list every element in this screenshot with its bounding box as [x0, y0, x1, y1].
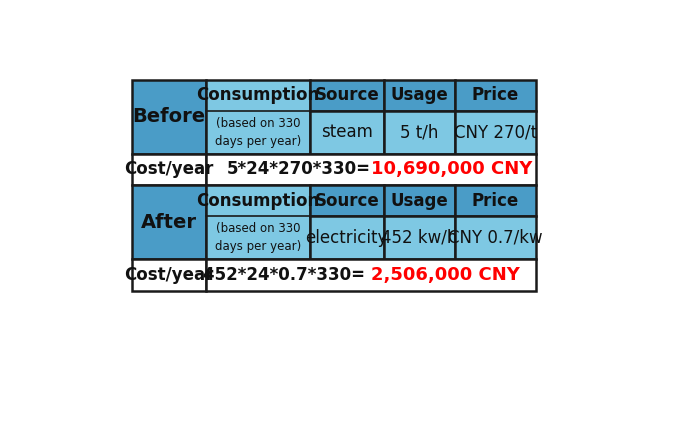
Text: Price: Price: [472, 192, 519, 210]
Text: 452*24*0.7*330=: 452*24*0.7*330=: [203, 266, 371, 284]
Text: 10,690,000 CNY: 10,690,000 CNY: [371, 161, 532, 179]
Text: Source: Source: [314, 192, 379, 210]
Text: Cost/year: Cost/year: [124, 161, 214, 179]
Text: Consumption: Consumption: [197, 86, 320, 104]
Text: CNY 270/t: CNY 270/t: [454, 123, 537, 141]
Text: Source: Source: [314, 86, 379, 104]
Text: Price: Price: [472, 86, 519, 104]
Bar: [133, 186, 206, 259]
Bar: [206, 259, 536, 291]
Bar: [310, 186, 384, 216]
Bar: [206, 80, 310, 154]
Bar: [310, 111, 384, 154]
Text: electricity: electricity: [305, 229, 388, 247]
Bar: [384, 186, 455, 216]
Text: Usage: Usage: [390, 192, 448, 210]
Bar: [310, 80, 384, 111]
Bar: [384, 111, 455, 154]
Text: CNY 0.7/kw: CNY 0.7/kw: [448, 229, 543, 247]
Text: Usage: Usage: [390, 86, 448, 104]
Bar: [384, 80, 455, 111]
Bar: [455, 111, 536, 154]
Text: (based on 330
days per year): (based on 330 days per year): [215, 117, 301, 148]
Text: steam: steam: [321, 123, 373, 141]
Text: 5 t/h: 5 t/h: [400, 123, 439, 141]
Bar: [455, 186, 536, 216]
Text: After: After: [141, 213, 197, 232]
Bar: [455, 216, 536, 259]
Bar: [206, 186, 310, 259]
Bar: [133, 259, 206, 291]
Text: 5*24*270*330=: 5*24*270*330=: [227, 161, 371, 179]
Text: 2,506,000 CNY: 2,506,000 CNY: [371, 266, 520, 284]
Bar: [384, 216, 455, 259]
Bar: [133, 154, 206, 186]
Bar: [455, 80, 536, 111]
Bar: [310, 216, 384, 259]
Text: Consumption: Consumption: [197, 192, 320, 210]
Text: Before: Before: [133, 107, 206, 126]
Text: Cost/year: Cost/year: [124, 266, 214, 284]
Text: 452 kw/h: 452 kw/h: [381, 229, 458, 247]
Bar: [133, 80, 206, 154]
Text: (based on 330
days per year): (based on 330 days per year): [215, 222, 301, 253]
Bar: [206, 154, 536, 186]
